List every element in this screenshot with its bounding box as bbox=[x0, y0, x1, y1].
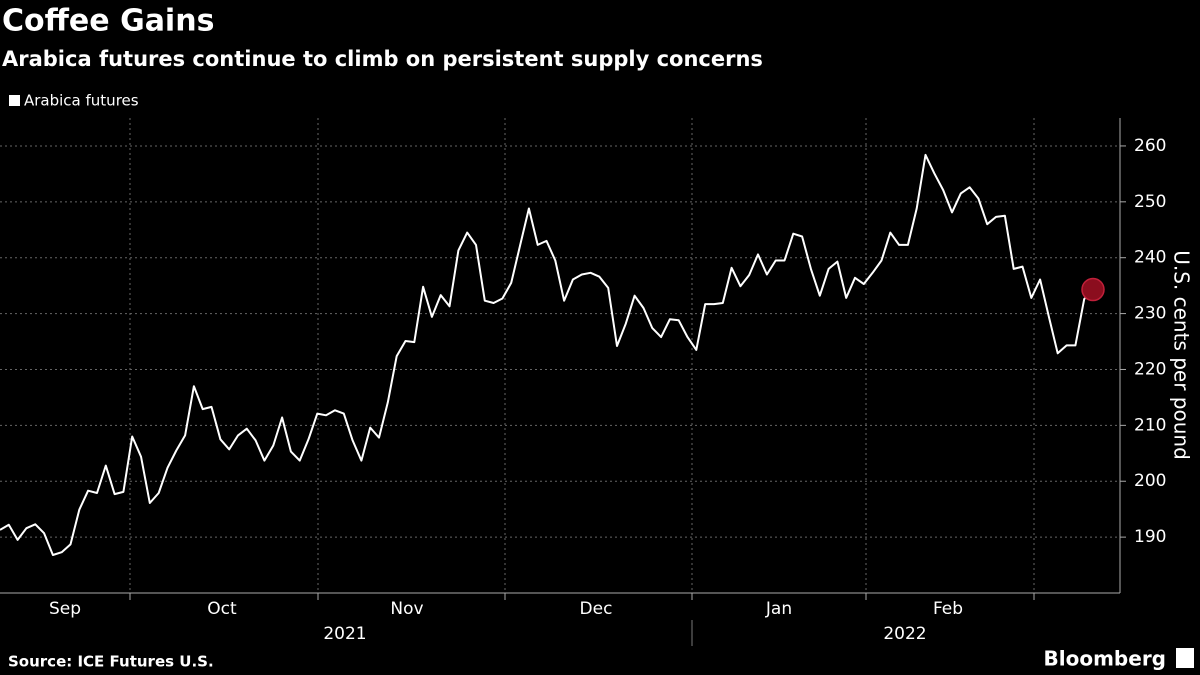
brand-icon bbox=[1176, 648, 1194, 668]
legend-swatch bbox=[9, 95, 20, 106]
y-tick-label: 190 bbox=[1134, 527, 1166, 547]
y-tick-label: 250 bbox=[1134, 192, 1166, 212]
chart-title: Coffee Gains bbox=[2, 4, 214, 39]
year-label: 2021 bbox=[323, 624, 366, 644]
data-line bbox=[0, 153, 1094, 556]
last-point bbox=[1081, 277, 1105, 302]
y-tick-label: 200 bbox=[1134, 471, 1166, 491]
brand: Bloomberg bbox=[1044, 647, 1166, 671]
y-tick-label: 210 bbox=[1134, 415, 1166, 435]
year-label: 2022 bbox=[883, 624, 926, 644]
y-tick-label: 230 bbox=[1134, 304, 1166, 324]
chart-subtitle: Arabica futures continue to climb on per… bbox=[2, 47, 763, 71]
y-tick-label: 220 bbox=[1134, 359, 1166, 379]
x-tick-label: Feb bbox=[933, 599, 963, 619]
y-tick-label: 260 bbox=[1134, 136, 1166, 156]
source: Source: ICE Futures U.S. bbox=[8, 653, 214, 671]
x-tick-label: Oct bbox=[207, 599, 237, 619]
x-tick-label: Dec bbox=[580, 599, 613, 619]
y-tick-label: 240 bbox=[1134, 248, 1166, 268]
y-axis-title: U.S. cents per pound bbox=[1170, 250, 1194, 460]
legend-label: Arabica futures bbox=[24, 92, 139, 110]
x-tick-label: Jan bbox=[765, 599, 792, 619]
x-tick-label: Sep bbox=[49, 599, 81, 619]
x-tick-label: Nov bbox=[390, 599, 423, 619]
